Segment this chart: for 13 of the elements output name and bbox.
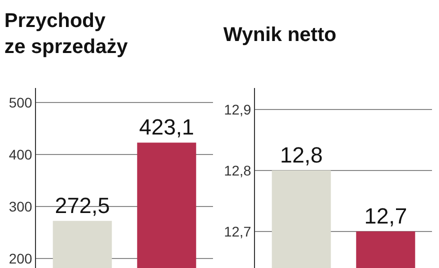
y-tick-label: 12,9 bbox=[224, 101, 252, 118]
y-tick-label: 300 bbox=[8, 198, 32, 215]
y-tick-label: 12,7 bbox=[224, 223, 252, 240]
data-label: 12,8 bbox=[280, 142, 323, 168]
data-label: 12,7 bbox=[364, 203, 408, 228]
chart-title: Przychody ze sprzedaży bbox=[4, 10, 129, 58]
y-tick-label: 500 bbox=[8, 94, 32, 110]
y-tick-label: 400 bbox=[8, 146, 32, 162]
data-label: 423,1 bbox=[139, 114, 194, 140]
y-tick-label: 200 bbox=[8, 250, 32, 267]
y-tick-label: 12,8 bbox=[224, 162, 252, 178]
chart-title: Wynik netto bbox=[223, 24, 336, 46]
data-label: 272,5 bbox=[54, 192, 110, 218]
